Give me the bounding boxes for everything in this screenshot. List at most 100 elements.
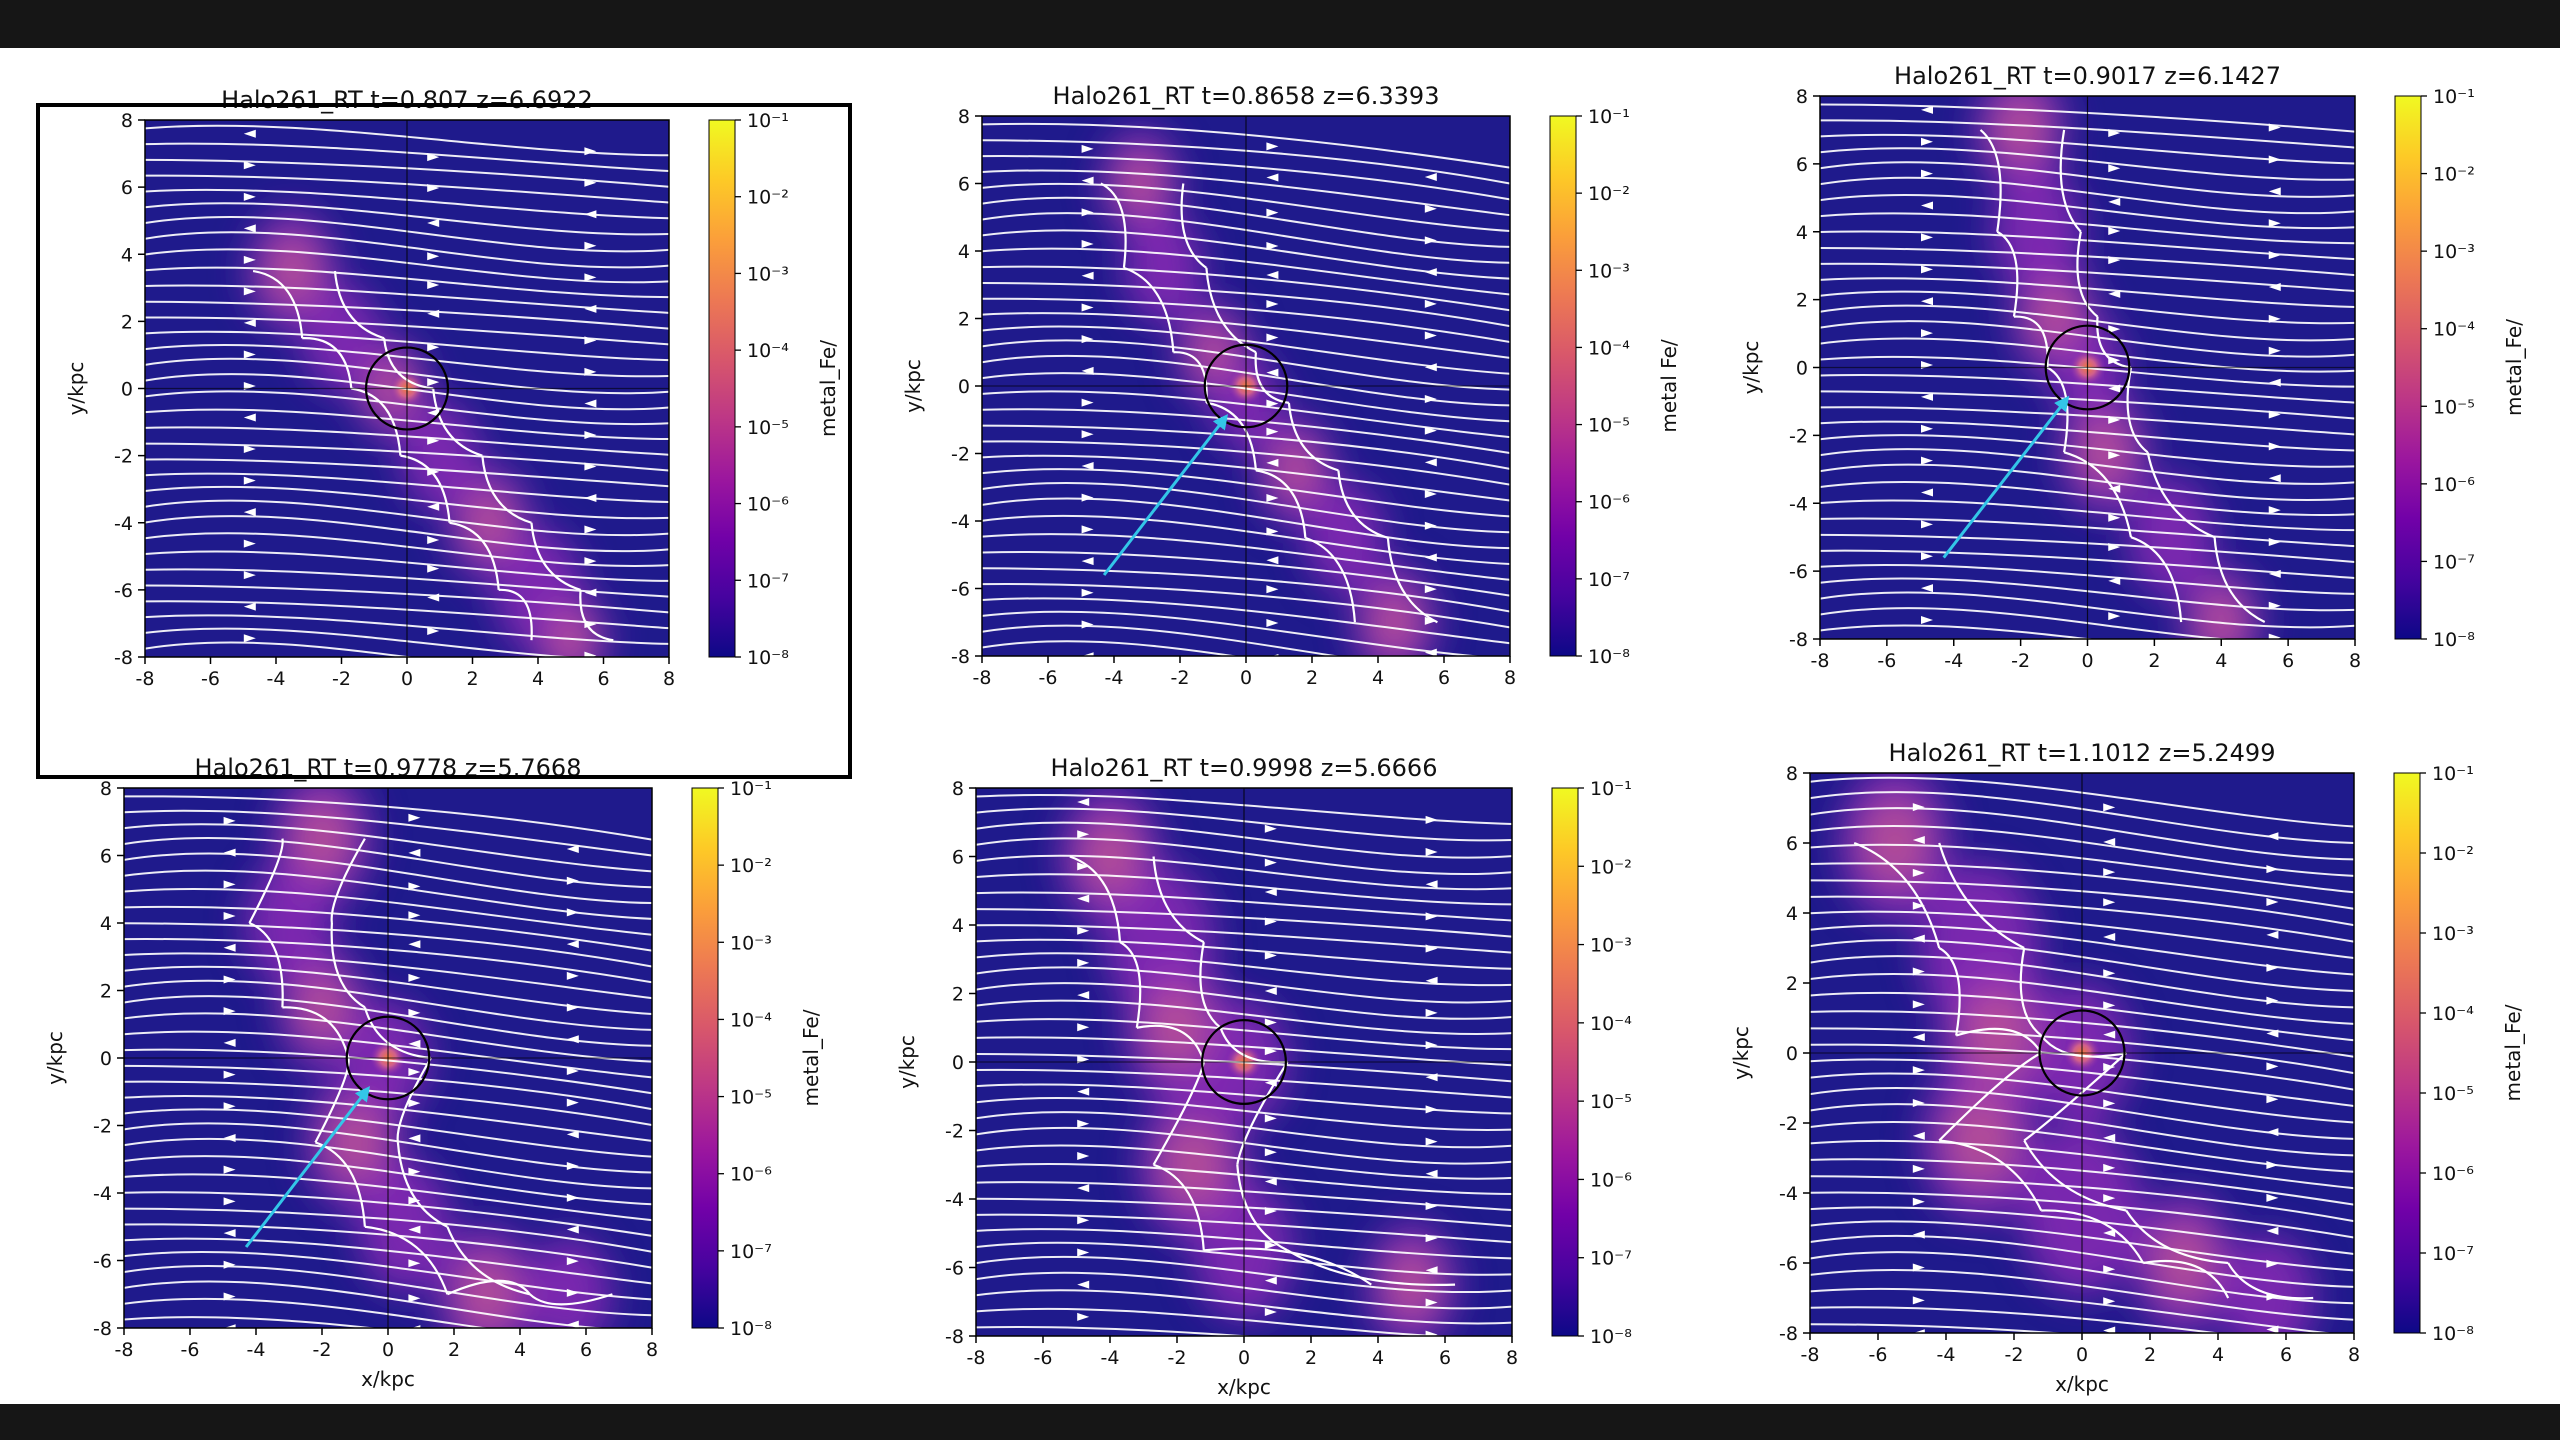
colorbar-tick-label: 10⁻¹ xyxy=(730,778,772,800)
filament-streamline xyxy=(330,922,366,1009)
streamline-arrow xyxy=(408,1134,421,1143)
x-tick-label: -2 xyxy=(2005,1344,2024,1366)
y-tick-label: -8 xyxy=(945,1326,964,1348)
filament-streamline xyxy=(446,1226,531,1296)
streamline-arrow xyxy=(223,1165,236,1174)
streamline-arrow xyxy=(243,350,256,359)
x-tick-label: 6 xyxy=(1439,1347,1451,1369)
streamline-arrow xyxy=(1921,105,1933,114)
y-tick-label: 4 xyxy=(952,915,964,937)
streamline-arrow xyxy=(1266,399,1279,408)
streamline-arrow xyxy=(243,129,256,138)
y-tick-label: 2 xyxy=(1796,290,1808,312)
streamline-arrow xyxy=(427,252,440,261)
streamline-arrow xyxy=(1425,1266,1438,1275)
colorbar-tick-label: 10⁻⁷ xyxy=(730,1241,772,1263)
streamline-arrow xyxy=(1264,917,1277,926)
y-tick-label: -6 xyxy=(1779,1253,1798,1275)
streamline-arrow xyxy=(1077,1280,1090,1289)
colorbar-tick-label: 10⁻⁷ xyxy=(1588,569,1630,591)
x-tick-label: 6 xyxy=(2280,1344,2292,1366)
streamline-arrow xyxy=(2103,1163,2116,1172)
streamline-arrow xyxy=(2268,410,2281,419)
colorbar-label: metal Fe/ xyxy=(1657,339,1681,433)
colorbar-tick-label: 10⁻⁵ xyxy=(747,417,789,439)
streamline-arrow xyxy=(408,940,421,949)
streamline-arrow xyxy=(1264,1047,1277,1056)
streamline-arrow xyxy=(1264,1018,1277,1027)
colorbar-tick-label: 10⁻³ xyxy=(747,263,789,285)
streamline-arrow xyxy=(427,343,440,352)
streamline-arrow xyxy=(243,161,256,170)
x-tick-label: -4 xyxy=(247,1339,266,1361)
streamline-arrow xyxy=(1424,299,1437,308)
streamline-arrow xyxy=(1424,616,1437,625)
y-tick-label: 2 xyxy=(121,311,133,333)
filament-streamline xyxy=(1203,1247,1372,1286)
y-tick-label: 8 xyxy=(958,106,970,128)
streamline-arrow xyxy=(1082,652,1094,656)
streamline-arrow xyxy=(1077,830,1090,839)
y-tick-label: -8 xyxy=(114,647,133,669)
streamline-arrow xyxy=(1424,490,1437,499)
x-tick-label: 2 xyxy=(1305,1347,1317,1369)
streamline-arrow xyxy=(243,476,256,485)
streamline-arrow xyxy=(1266,618,1279,627)
filament-streamline xyxy=(330,838,366,924)
panel-title: Halo261_RT t=0.9017 z=6.1427 xyxy=(1894,62,2281,90)
streamline-arrow xyxy=(1264,858,1277,867)
streamline-arrow xyxy=(1425,912,1438,921)
y-tick-label: 4 xyxy=(121,244,133,266)
streamline-arrow xyxy=(1921,329,1933,338)
colorbar-label: metal_Fe/ xyxy=(799,1009,823,1106)
streamline-arrow xyxy=(1424,648,1437,656)
y-tick-label: 8 xyxy=(121,110,133,132)
y-tick-label: 8 xyxy=(952,778,964,800)
streamline xyxy=(976,1325,1259,1336)
x-tick-label: 4 xyxy=(1372,1347,1384,1369)
streamline-arrow xyxy=(1266,368,1279,377)
y-tick-label: 2 xyxy=(958,309,970,331)
streamline-arrow xyxy=(1077,958,1090,967)
colorbar-tick-label: 10⁻² xyxy=(1588,183,1630,205)
streamline-arrow xyxy=(1921,488,1933,497)
streamline-arrow xyxy=(1077,1087,1090,1096)
x-tick-label: 2 xyxy=(1306,667,1318,689)
filament-streamline xyxy=(252,269,304,339)
streamline-arrow xyxy=(1077,798,1090,807)
colorbar-tick-label: 10⁻⁵ xyxy=(730,1087,772,1109)
streamline-arrow xyxy=(2103,1194,2116,1203)
colorbar-tick-label: 10⁻⁶ xyxy=(730,1164,772,1186)
streamline-arrow xyxy=(1425,880,1438,889)
streamline-arrow xyxy=(2108,612,2121,621)
streamline-arrow xyxy=(1425,944,1438,953)
streamline-arrow xyxy=(2268,219,2281,228)
streamline-arrow xyxy=(1266,556,1279,565)
streamline-arrow xyxy=(2108,513,2121,522)
filament-streamline xyxy=(1236,1164,1289,1252)
filament-blob xyxy=(1123,212,1204,324)
streamline-arrow xyxy=(584,651,597,657)
y-tick-label: 0 xyxy=(100,1048,112,1070)
streamline-arrow xyxy=(2108,256,2121,265)
colorbar xyxy=(708,119,736,658)
colorbar-tick-label: 10⁻¹ xyxy=(1590,778,1632,800)
colorbar-tick-label: 10⁻¹ xyxy=(2432,763,2474,785)
streamline-arrow xyxy=(1424,173,1437,182)
streamline-arrow xyxy=(2108,325,2121,334)
streamline xyxy=(1820,624,2097,639)
streamline-arrow xyxy=(1266,494,1279,503)
streamline-arrow xyxy=(2108,226,2121,235)
colorbar-tick-label: 10⁻⁴ xyxy=(2433,319,2475,341)
filament-streamline xyxy=(1305,536,1356,623)
streamline-arrow xyxy=(427,408,440,417)
streamline-arrow xyxy=(566,1003,579,1012)
x-tick-label: 8 xyxy=(1506,1347,1518,1369)
x-tick-label: -8 xyxy=(1811,650,1830,672)
streamline-arrow xyxy=(427,564,440,573)
streamline-arrow xyxy=(427,436,440,445)
streamline-arrow xyxy=(2268,314,2281,323)
filament-streamline xyxy=(1386,537,1438,624)
colorbar-tick-label: 10⁻⁸ xyxy=(2432,1323,2474,1345)
streamline-arrow xyxy=(1424,426,1437,435)
